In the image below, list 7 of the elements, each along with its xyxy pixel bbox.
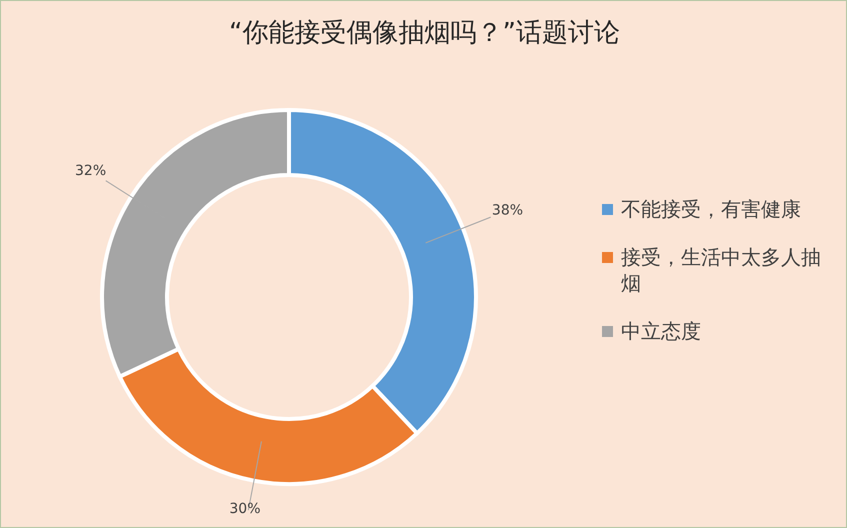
data-label: 30%	[229, 501, 261, 517]
chart-title: “你能接受偶像抽烟吗？”话题讨论	[228, 17, 621, 50]
legend-label: 中立态度	[621, 318, 701, 344]
data-label: 38%	[492, 202, 524, 218]
legend-label: 接受，生活中太多人抽烟	[621, 244, 822, 296]
data-label: 32%	[75, 163, 106, 180]
legend-label: 不能接受，有害健康	[621, 196, 801, 222]
